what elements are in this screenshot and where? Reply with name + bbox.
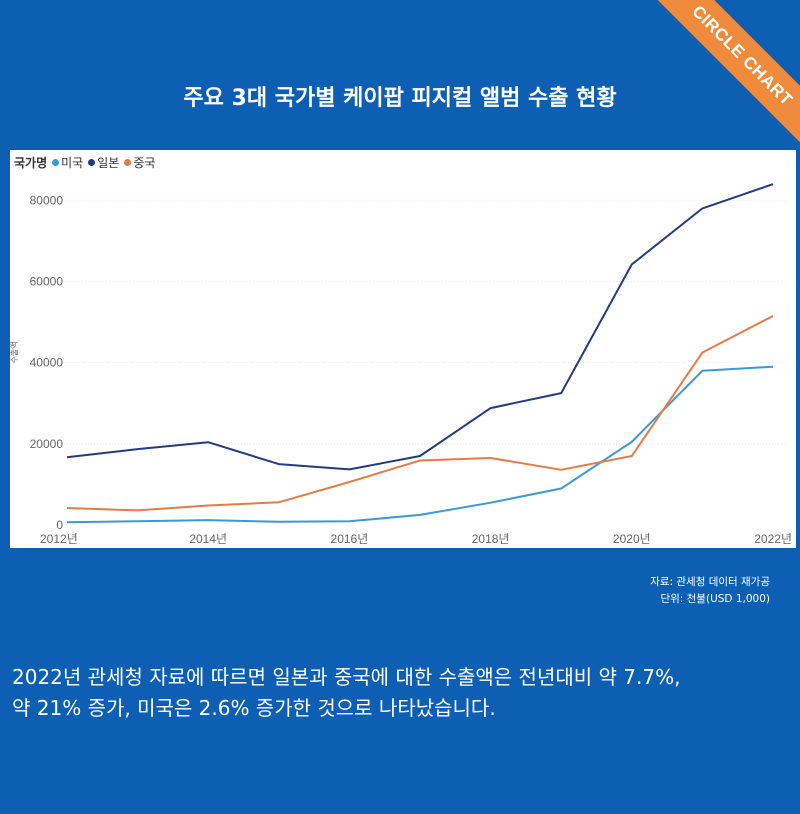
page-title: 주요 3대 국가별 케이팝 피지컬 앨범 수출 현황	[183, 86, 617, 111]
chart-legend: 국가명 미국 일본 중국	[14, 154, 155, 171]
y-tick-label: 40000	[30, 356, 64, 370]
circle-chart-ribbon: CIRCLE CHART	[643, 0, 800, 155]
legend-dot-japan	[88, 159, 96, 166]
line-chart: 0 20000 40000 60000 80000 수출액 2012년 2014년 2016년 2…	[10, 150, 796, 548]
legend-entry-china: 중국	[124, 154, 155, 171]
series-line-japan	[66, 183, 774, 471]
summary-line-2: 약 21% 증가, 미국은 2.6% 증가한 것으로 나타났습니다.	[12, 696, 496, 720]
y-tick-label: 60000	[30, 274, 64, 288]
source-line: 자료: 관세청 데이터 재가공	[650, 576, 770, 588]
summary-text: 2022년 관세청 자료에 따르면 일본과 중국에 대한 수출액은 전년대비 약…	[12, 662, 792, 724]
series-line-us	[66, 365, 774, 524]
source-note: 자료: 관세청 데이터 재가공 단위: 천불(USD 1,000)	[650, 574, 770, 608]
x-tick-label: 2022년	[754, 532, 792, 546]
y-tick-label: 80000	[30, 193, 64, 207]
legend-title: 국가명	[14, 156, 48, 170]
x-tick-label: 2014년	[189, 532, 227, 546]
summary-line-1: 2022년 관세청 자료에 따르면 일본과 중국에 대한 수출액은 전년대비 약…	[12, 665, 681, 689]
legend-entry-japan: 일본	[88, 154, 119, 171]
y-tick-label: 20000	[30, 437, 64, 451]
chart-canvas: 0 20000 40000 60000 80000 수출액 2012년 2014년 2016년 2…	[10, 183, 792, 546]
legend-dot-china	[124, 159, 132, 166]
x-tick-label: 2016년	[331, 532, 369, 546]
y-axis-label: 수출액	[10, 341, 19, 363]
unit-line: 단위: 천불(USD 1,000)	[660, 593, 770, 605]
legend-dot-us	[52, 159, 60, 166]
legend-label-japan: 일본	[97, 156, 120, 170]
legend-label-us: 미국	[61, 156, 84, 170]
x-tick-label: 2012년	[40, 532, 78, 546]
series-line-china	[66, 315, 774, 512]
legend-label-china: 중국	[133, 156, 156, 170]
x-tick-label: 2018년	[472, 532, 510, 546]
legend-entry-us: 미국	[52, 154, 83, 171]
x-tick-label: 2020년	[613, 532, 651, 546]
y-tick-label: 0	[56, 518, 63, 532]
